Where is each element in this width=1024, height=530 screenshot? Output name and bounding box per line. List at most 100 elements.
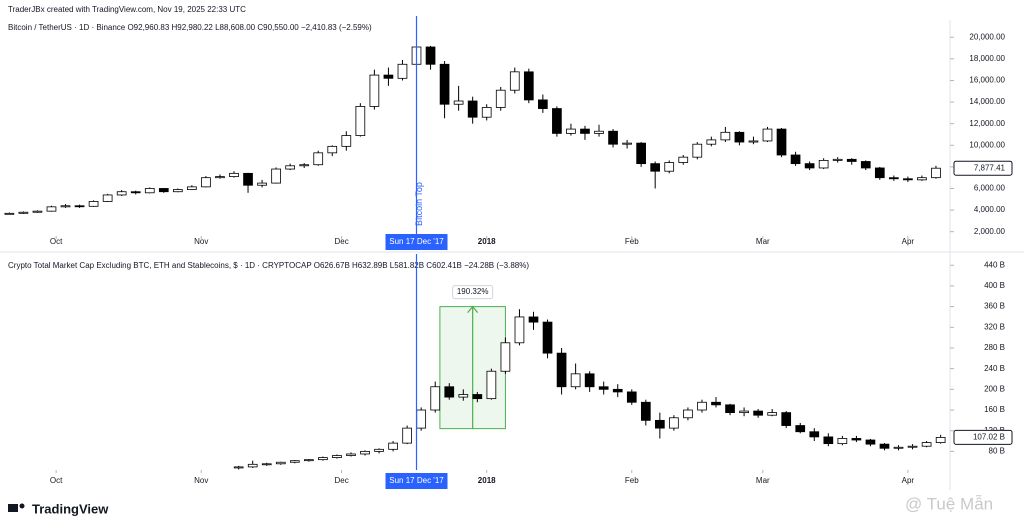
watermark: @ Tuệ Mẫn	[905, 494, 993, 513]
candle-body	[580, 128, 590, 134]
crosshair-date: Sun 17 Dec '17	[389, 476, 444, 485]
candle-body	[608, 130, 618, 145]
candle-body	[304, 459, 314, 462]
candle-body	[907, 445, 918, 448]
candle-body	[453, 100, 464, 105]
candle-body	[88, 201, 99, 207]
candle-body	[692, 143, 703, 158]
candle-body	[804, 163, 815, 169]
candle-body	[725, 404, 735, 414]
candle-body	[566, 128, 576, 134]
candle-body	[879, 443, 890, 449]
x-tick-label: Dec	[335, 476, 349, 485]
candle-body	[655, 419, 665, 429]
candle-body	[369, 74, 380, 107]
last-price-box	[953, 429, 1013, 445]
candle-body	[818, 159, 829, 169]
x-tick-label: Oct	[50, 237, 63, 246]
candle-body	[430, 386, 441, 411]
last-price-label: 7,877.41	[974, 163, 1006, 172]
candle-body	[243, 172, 253, 186]
last-price-label: 107.02 B	[973, 433, 1005, 442]
y-tick-label: 12,000.00	[969, 119, 1005, 128]
candle-body	[552, 108, 562, 134]
candle-body	[32, 210, 43, 213]
y-tick-label: 14,000.00	[969, 97, 1005, 106]
candle-body	[425, 46, 436, 65]
candle-body	[481, 107, 492, 118]
candle-body	[612, 388, 623, 393]
candle-body	[790, 154, 801, 165]
candle-body	[776, 128, 787, 156]
candle-body	[472, 394, 483, 400]
candle-body	[748, 140, 759, 143]
logo: TradingView	[8, 501, 109, 516]
y-tick-label: 20,000.00	[969, 32, 1005, 41]
candle-body	[388, 442, 398, 450]
candle-body	[130, 191, 141, 194]
candle-body	[846, 158, 857, 162]
x-tick-label: Mar	[756, 237, 770, 246]
candle-body	[416, 409, 427, 429]
x-tick-label: Apr	[902, 476, 915, 485]
y-tick-label: 6,000.00	[974, 184, 1006, 193]
candle-body	[935, 437, 946, 443]
x-tick-label: Feb	[625, 476, 639, 485]
candle-body	[233, 466, 244, 469]
candle-body	[201, 177, 211, 188]
candle-body	[921, 442, 932, 447]
candle-body	[257, 182, 267, 186]
candle-body	[318, 457, 328, 461]
candle-body	[528, 316, 539, 323]
candle-body	[360, 450, 370, 455]
candle-body	[767, 412, 778, 416]
y-tick-label: 4,000.00	[974, 205, 1006, 214]
candle-body	[486, 370, 497, 400]
candle-body	[762, 128, 773, 142]
candle-body	[327, 145, 338, 154]
candle-body	[888, 177, 899, 180]
crosshair-date: Sun 17 Dec '17	[389, 237, 444, 246]
crosshair-date-box	[385, 234, 448, 250]
candle-body	[917, 177, 927, 181]
candle-body	[542, 321, 553, 354]
candle-body	[355, 106, 366, 136]
candle-body	[865, 439, 876, 445]
candle-body	[402, 427, 412, 444]
logo-icon	[19, 503, 25, 509]
candle-body	[514, 316, 525, 344]
candle-body	[720, 131, 731, 141]
candle-body	[229, 172, 239, 178]
candle-body	[795, 425, 806, 433]
x-tick-label: Mar	[756, 476, 770, 485]
candle-body	[931, 167, 941, 179]
brand: TradingView	[32, 501, 109, 516]
logo-icon	[8, 504, 18, 512]
candle-body	[594, 130, 604, 134]
candle-body	[636, 142, 646, 165]
annotation: Bitcoin Top	[414, 182, 424, 226]
candle-body	[832, 158, 843, 161]
x-tick-label: Nov	[194, 237, 208, 246]
candle-body	[285, 165, 295, 170]
candle-body	[158, 188, 169, 193]
candle-body	[74, 205, 85, 208]
candle-body	[172, 189, 183, 193]
candle-body	[247, 463, 258, 468]
y-tick-label: 2,000.00	[974, 227, 1006, 236]
candle-body	[275, 461, 286, 465]
candle-body	[860, 161, 871, 169]
candle-body	[458, 394, 469, 398]
candle-body	[711, 401, 721, 406]
candle-body	[144, 188, 155, 194]
candle-body	[697, 401, 707, 411]
candle-body	[332, 455, 342, 458]
candle-body	[271, 168, 281, 184]
candle-body	[874, 167, 885, 179]
candle-body	[584, 373, 595, 388]
y-tick-label: 320 B	[984, 322, 1005, 331]
x-tick-label: 2018	[478, 237, 496, 246]
candle-body	[346, 453, 356, 456]
candle-body	[374, 448, 384, 452]
